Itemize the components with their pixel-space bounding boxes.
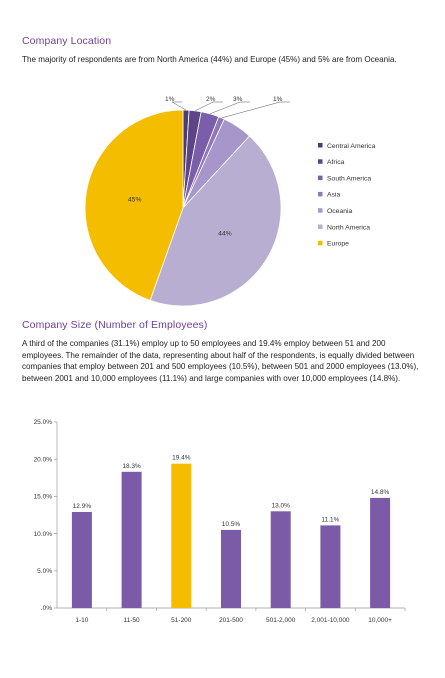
x-tick-label: 11-50 <box>124 617 141 624</box>
x-tick-label: 1-10 <box>75 617 88 624</box>
pie-slice-europe <box>84 109 184 301</box>
y-tick-label: 20.0% <box>34 456 53 463</box>
y-tick-label: 25.0% <box>34 419 53 426</box>
bar-data-label: 14.8% <box>371 489 390 496</box>
legend-label-oceania: Oceania <box>327 208 353 215</box>
pie-data-label: 44% <box>218 230 232 237</box>
y-tick-label: 10.0% <box>34 531 53 538</box>
bar-1-10 <box>71 512 92 608</box>
legend-label-asia: Asia <box>327 192 340 199</box>
legend-label-europe: Europe <box>327 241 349 248</box>
legend-swatch-central-america <box>318 143 323 148</box>
bar-501-2-000 <box>270 511 291 608</box>
bar-2-001-10-000 <box>320 525 341 608</box>
x-tick-label: 501-2,000 <box>266 617 296 624</box>
x-tick-label: 2,001-10,000 <box>311 617 350 624</box>
size-paragraph: A third of the companies (31.1%) employ … <box>22 339 419 383</box>
legend-swatch-europe <box>318 240 323 246</box>
pie-leader-line <box>221 101 290 119</box>
legend-label-south-america: South America <box>327 175 371 182</box>
bar-data-label: 18.3% <box>122 463 141 470</box>
legend-label-central-america: Central America <box>327 143 376 150</box>
bar-51-200 <box>171 463 192 608</box>
bar-data-label: 10.5% <box>222 521 241 528</box>
pie-data-label: 3% <box>233 96 243 103</box>
bar-data-label: 19.4% <box>172 455 191 462</box>
x-tick-label: 10,000+ <box>368 617 392 624</box>
bar-10-000 <box>370 497 391 608</box>
bar-11-50 <box>121 471 142 608</box>
section-heading-size: Company Size (Number of Employees) <box>22 319 208 331</box>
legend-swatch-oceania <box>318 208 323 213</box>
bar-data-label: 13.0% <box>271 502 290 509</box>
location-paragraph: The majority of respondents are from Nor… <box>22 55 397 64</box>
x-tick-label: 51-200 <box>171 617 192 624</box>
legend-swatch-africa <box>318 159 323 164</box>
pie-slice-north-america <box>149 135 282 307</box>
bar-201-500 <box>221 529 241 608</box>
pie-leader-line <box>210 101 250 115</box>
legend-label-africa: Africa <box>327 159 345 166</box>
pie-data-label: 45% <box>128 197 142 204</box>
pie-leader-line <box>171 101 187 111</box>
legend-swatch-south-america <box>318 175 323 181</box>
bar-data-label: 12.9% <box>73 503 92 510</box>
bar-data-label: 11.1% <box>321 516 339 523</box>
legend-swatch-asia <box>318 191 323 197</box>
y-tick-label: .0% <box>41 605 52 612</box>
legend-label-north-america: North America <box>327 224 370 231</box>
y-tick-label: 5.0% <box>37 568 52 575</box>
legend-swatch-north-america <box>318 224 323 229</box>
pie-leader-line <box>195 101 223 112</box>
pie-data-label: 2% <box>206 96 216 103</box>
x-tick-label: 201-500 <box>219 617 243 624</box>
section-heading-location: Company Location <box>22 35 112 47</box>
pie-data-label: 1% <box>165 96 175 103</box>
pie-data-label: 1% <box>273 96 283 103</box>
y-tick-label: 15.0% <box>34 494 53 501</box>
